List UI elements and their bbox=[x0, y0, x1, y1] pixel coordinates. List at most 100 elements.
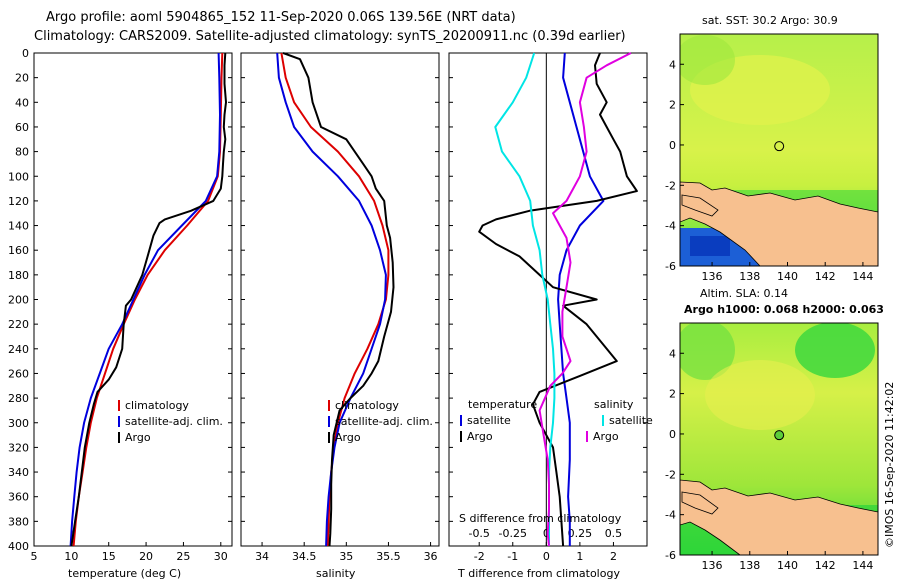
x-tick-label: 34.5 bbox=[292, 550, 317, 563]
y-tick-label: 20 bbox=[15, 72, 29, 85]
sla-map: Altim. SLA: 0.14 Argo h1000: 0.068 h2000… bbox=[665, 287, 884, 572]
y-tick-label: 340 bbox=[8, 466, 29, 479]
x-tick-label: 35.5 bbox=[376, 550, 401, 563]
x-tick-label: 15 bbox=[102, 550, 116, 563]
sla-high-patch bbox=[705, 360, 815, 430]
map-y-tick-label: 0 bbox=[669, 428, 676, 441]
legend-label-argo: Argo bbox=[335, 431, 361, 444]
map-x-tick-label: 144 bbox=[852, 559, 873, 572]
salinity-panel-frame bbox=[240, 52, 440, 547]
sla-land-new-guinea bbox=[680, 479, 878, 555]
y-tick-label: 320 bbox=[8, 441, 29, 454]
sla-map-title: Altim. SLA: 0.14 bbox=[700, 287, 788, 300]
x-tick-label: 25 bbox=[176, 550, 190, 563]
y-tick-label: 400 bbox=[8, 540, 29, 553]
sla-map-subtitle: Argo h1000: 0.068 h2000: 0.063 bbox=[684, 303, 884, 316]
y-tick-label: 380 bbox=[8, 515, 29, 528]
sla-low-patch bbox=[795, 323, 875, 378]
series-line-t-argo bbox=[478, 52, 638, 547]
argo-location-marker bbox=[774, 141, 785, 152]
map-x-tick-label: 138 bbox=[739, 270, 760, 283]
x-tick-label: 2 bbox=[610, 550, 617, 563]
sst-cool-patch bbox=[680, 35, 735, 85]
legend-heading-temperature: temperature bbox=[468, 398, 537, 411]
x-tick-label: 36 bbox=[424, 550, 438, 563]
series-line-satellite-adj-clim- bbox=[69, 52, 221, 547]
y-tick-label: 120 bbox=[8, 195, 29, 208]
profile-axes: 5 10 15 20 25 3002040608010012014016018020022… bbox=[8, 47, 647, 580]
y-tick-label: 80 bbox=[15, 146, 29, 159]
y-tick-label: 300 bbox=[8, 417, 29, 430]
map-x-tick-label: 140 bbox=[777, 559, 798, 572]
profile-curves bbox=[69, 52, 638, 547]
x-tick-label: 10 bbox=[64, 550, 78, 563]
x-tick-label: -2 bbox=[474, 550, 485, 563]
y-tick-label: 220 bbox=[8, 318, 29, 331]
x-tick-label: 34 bbox=[255, 550, 269, 563]
map-y-tick-label: 0 bbox=[669, 139, 676, 152]
figure-title-line1: Argo profile: aoml 5904865_152 11-Sep-20… bbox=[46, 10, 516, 25]
series-line-s-satellite bbox=[494, 52, 556, 546]
sst-land-peninsula bbox=[681, 194, 719, 217]
map-y-tick-label: -4 bbox=[665, 220, 676, 233]
y-tick-label: 40 bbox=[15, 96, 29, 109]
y-tick-label: 200 bbox=[8, 294, 29, 307]
y-tick-label: 240 bbox=[8, 343, 29, 356]
x-axis-label: T difference from climatology bbox=[457, 567, 620, 580]
y-tick-label: 260 bbox=[8, 367, 29, 380]
map-y-tick-label: 2 bbox=[669, 388, 676, 401]
figure-title-line2: Climatology: CARS2009. Satellite-adjuste… bbox=[34, 29, 626, 44]
map-x-tick-label: 136 bbox=[702, 270, 723, 283]
map-x-tick-label: 144 bbox=[852, 270, 873, 283]
s-tick-label: 0.25 bbox=[568, 527, 593, 540]
map-x-tick-label: 142 bbox=[815, 559, 836, 572]
map-y-tick-label: -6 bbox=[665, 260, 676, 273]
sla-map-frame bbox=[679, 322, 879, 556]
x-tick-label: -1 bbox=[507, 550, 518, 563]
s-tick-label: 0.5 bbox=[605, 527, 623, 540]
x-tick-label: 35 bbox=[339, 550, 353, 563]
x-tick-label: 1 bbox=[576, 550, 583, 563]
map-y-tick-label: 4 bbox=[669, 58, 676, 71]
series-line-s-argo bbox=[538, 52, 632, 547]
map-y-tick-label: 2 bbox=[669, 99, 676, 112]
temperature-legend: climatology satellite-adj. clim. Argo bbox=[118, 399, 223, 444]
series-line-t-satellite bbox=[557, 52, 605, 546]
y-tick-label: 60 bbox=[15, 121, 29, 134]
legend-label-s-argo: Argo bbox=[593, 430, 619, 443]
y-tick-label: 360 bbox=[8, 491, 29, 504]
y-tick-label: 0 bbox=[22, 47, 29, 60]
y-tick-label: 160 bbox=[8, 244, 29, 257]
sst-dark-blue-region bbox=[690, 236, 730, 256]
s-tick-label: 0 bbox=[543, 527, 550, 540]
legend-label-argo: Argo bbox=[125, 431, 151, 444]
y-tick-label: 100 bbox=[8, 170, 29, 183]
s-difference-axis-label: S difference from climatology bbox=[459, 512, 622, 525]
legend-label-t-satellite: satellite bbox=[467, 414, 511, 427]
series-line-argo bbox=[70, 52, 227, 547]
legend-label-climatology: climatology bbox=[335, 399, 399, 412]
imos-credit: ©IMOS 16-Sep-2020 11:42:02 bbox=[883, 382, 896, 548]
sst-map: sat. SST: 30.2 Argo: 30.9 136 138 140 142 14… bbox=[665, 14, 879, 283]
legend-label-climatology: climatology bbox=[125, 399, 189, 412]
series-line-argo bbox=[282, 52, 395, 547]
x-axis-label: salinity bbox=[316, 567, 356, 580]
legend-label-satellite: satellite-adj. clim. bbox=[125, 415, 223, 428]
series-line-climatology bbox=[72, 52, 224, 547]
series-line-climatology bbox=[280, 52, 390, 547]
sst-map-ticks: 136 138 140 142 144 -6 -4 -2 0 2 4 bbox=[665, 58, 873, 283]
salinity-legend: climatology satellite-adj. clim. Argo bbox=[328, 399, 433, 444]
map-y-tick-label: -6 bbox=[665, 549, 676, 562]
legend-label-satellite: satellite-adj. clim. bbox=[335, 415, 433, 428]
y-tick-label: 140 bbox=[8, 220, 29, 233]
sla-land-peninsula bbox=[681, 491, 719, 515]
argo-location-marker bbox=[774, 430, 785, 441]
x-tick-label: 30 bbox=[214, 550, 228, 563]
x-tick-label: 20 bbox=[139, 550, 153, 563]
legend-heading-salinity: salinity bbox=[594, 398, 634, 411]
x-axis-label: temperature (deg C) bbox=[68, 567, 181, 580]
x-tick-label: 5 bbox=[31, 550, 38, 563]
map-y-tick-label: -2 bbox=[665, 179, 676, 192]
map-x-tick-label: 142 bbox=[815, 270, 836, 283]
